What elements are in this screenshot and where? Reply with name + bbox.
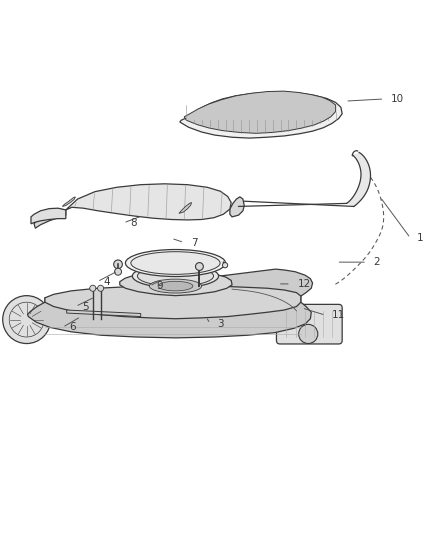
Circle shape xyxy=(195,263,203,270)
Text: 10: 10 xyxy=(391,94,404,104)
Circle shape xyxy=(3,296,50,344)
Polygon shape xyxy=(179,203,191,213)
Polygon shape xyxy=(34,209,66,228)
Ellipse shape xyxy=(131,252,220,274)
Text: 12: 12 xyxy=(297,279,311,289)
Ellipse shape xyxy=(149,279,201,293)
Polygon shape xyxy=(180,92,342,138)
Circle shape xyxy=(98,285,104,292)
Text: 5: 5 xyxy=(82,302,88,312)
Text: 11: 11 xyxy=(332,310,346,320)
Text: 6: 6 xyxy=(69,322,75,333)
Polygon shape xyxy=(346,152,371,206)
Ellipse shape xyxy=(125,249,226,277)
Polygon shape xyxy=(62,197,75,206)
Circle shape xyxy=(115,268,121,275)
Circle shape xyxy=(299,325,318,344)
Text: 2: 2 xyxy=(374,257,380,267)
Polygon shape xyxy=(28,269,313,338)
Ellipse shape xyxy=(132,264,219,288)
FancyBboxPatch shape xyxy=(276,304,342,344)
Polygon shape xyxy=(184,91,336,133)
Polygon shape xyxy=(67,310,141,317)
Text: 8: 8 xyxy=(130,218,136,228)
Text: 3: 3 xyxy=(217,319,223,329)
Circle shape xyxy=(223,263,228,268)
Text: 7: 7 xyxy=(191,238,198,247)
Text: 9: 9 xyxy=(156,281,162,291)
Polygon shape xyxy=(31,208,66,224)
Polygon shape xyxy=(45,286,301,319)
Circle shape xyxy=(114,260,122,269)
Ellipse shape xyxy=(138,266,214,286)
Circle shape xyxy=(90,285,96,292)
Polygon shape xyxy=(230,197,244,217)
Polygon shape xyxy=(66,184,231,220)
Text: 4: 4 xyxy=(104,277,110,287)
Text: 1: 1 xyxy=(417,233,424,243)
Polygon shape xyxy=(120,271,232,296)
Ellipse shape xyxy=(158,281,193,291)
